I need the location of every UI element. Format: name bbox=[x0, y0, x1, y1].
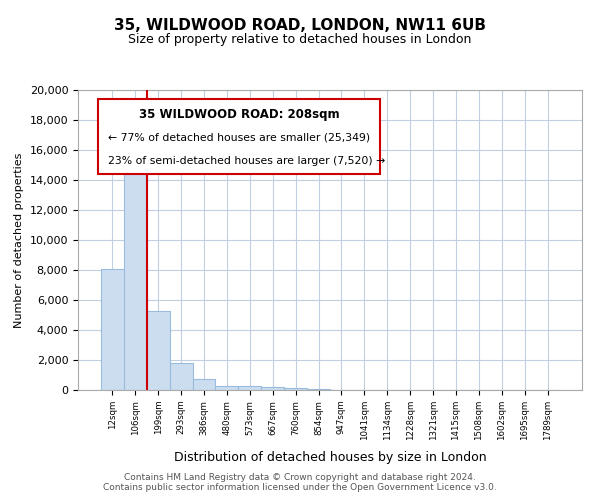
Text: Size of property relative to detached houses in London: Size of property relative to detached ho… bbox=[128, 32, 472, 46]
Bar bbox=[193, 379, 215, 390]
Text: 35, WILDWOOD ROAD, LONDON, NW11 6UB: 35, WILDWOOD ROAD, LONDON, NW11 6UB bbox=[114, 18, 486, 32]
Bar bbox=[170, 363, 193, 390]
Bar bbox=[261, 387, 284, 390]
Text: Contains public sector information licensed under the Open Government Licence v3: Contains public sector information licen… bbox=[103, 484, 497, 492]
Bar bbox=[238, 386, 261, 390]
Y-axis label: Number of detached properties: Number of detached properties bbox=[14, 152, 24, 328]
FancyBboxPatch shape bbox=[98, 99, 380, 174]
Bar bbox=[101, 268, 124, 390]
Text: 23% of semi-detached houses are larger (7,520) →: 23% of semi-detached houses are larger (… bbox=[108, 156, 385, 166]
Text: Contains HM Land Registry data © Crown copyright and database right 2024.: Contains HM Land Registry data © Crown c… bbox=[124, 472, 476, 482]
Bar bbox=[215, 386, 238, 390]
Bar bbox=[284, 388, 307, 390]
X-axis label: Distribution of detached houses by size in London: Distribution of detached houses by size … bbox=[173, 451, 487, 464]
Bar bbox=[147, 310, 170, 390]
Text: ← 77% of detached houses are smaller (25,349): ← 77% of detached houses are smaller (25… bbox=[108, 132, 370, 142]
Text: 35 WILDWOOD ROAD: 208sqm: 35 WILDWOOD ROAD: 208sqm bbox=[139, 108, 340, 121]
Bar bbox=[124, 142, 147, 390]
Bar bbox=[307, 388, 330, 390]
